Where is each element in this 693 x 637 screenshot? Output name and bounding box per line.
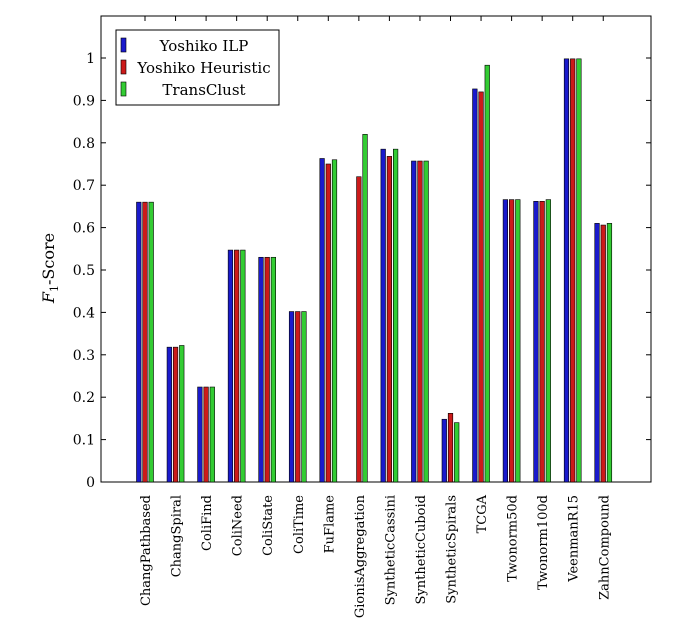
legend-label: TransClust	[162, 81, 245, 99]
y-tick-label: 0.7	[73, 178, 95, 194]
bar	[417, 160, 423, 483]
bar	[356, 176, 362, 483]
bar	[136, 201, 142, 483]
x-category-label: SyntheticCassini	[383, 495, 398, 605]
y-tick-label: 1	[86, 51, 95, 67]
bar	[472, 88, 478, 483]
y-tick-label: 0.2	[73, 390, 95, 406]
y-tick-label: 0.4	[73, 305, 95, 321]
x-category-label: VeenmanR15	[567, 495, 582, 583]
bar	[209, 386, 215, 483]
x-category-label: ColiState	[261, 495, 276, 556]
x-category-label: SyntheticCuboid	[414, 495, 429, 605]
bar	[423, 160, 429, 483]
y-tick-label: 0	[86, 475, 95, 491]
bar	[502, 199, 509, 483]
bar	[172, 346, 179, 483]
bar	[606, 223, 613, 483]
x-category-label: GionisAggregation	[353, 494, 368, 618]
x-category-label: ColiTime	[292, 495, 307, 554]
x-axis: ChangPathbased ChangSpiral ColiFind ColiNee…	[139, 16, 612, 618]
x-category-label: ChangPathbased	[139, 495, 154, 606]
bar	[594, 223, 600, 483]
bar	[148, 201, 154, 483]
bar	[576, 58, 582, 483]
bar	[319, 158, 325, 483]
bar	[563, 58, 570, 483]
y-tick-label: 0.3	[73, 348, 95, 364]
bar	[325, 163, 331, 483]
x-category-label: ColiNeed	[231, 495, 246, 556]
bar	[179, 345, 185, 483]
y-tick-label: 0.9	[73, 93, 95, 109]
x-category-label: SyntheticSpirals	[445, 495, 460, 604]
legend-swatch	[120, 81, 127, 97]
bar	[142, 201, 148, 483]
bar	[362, 134, 368, 483]
bar	[331, 159, 338, 483]
y-axis-label-subscript: 1	[48, 285, 61, 292]
legend-swatch	[120, 37, 127, 53]
bar	[508, 199, 515, 483]
bar	[203, 386, 209, 483]
bar	[478, 91, 484, 483]
y-tick-label: 0.5	[73, 263, 95, 279]
x-category-label: ColiFind	[200, 495, 215, 551]
bar	[539, 201, 545, 483]
x-category-label: ZahnCompound	[597, 495, 612, 600]
bar	[386, 156, 393, 483]
bar	[545, 199, 551, 483]
bar	[533, 201, 539, 483]
plot-border	[100, 15, 652, 483]
bar	[166, 346, 172, 483]
legend-swatch	[120, 59, 127, 75]
legend-label: Yoshiko ILP	[159, 37, 249, 55]
bar	[515, 199, 521, 483]
bar	[227, 249, 234, 483]
plot-area	[100, 15, 652, 483]
bar	[295, 311, 301, 483]
y-tick-label: 0.1	[73, 433, 95, 449]
y-tick-label: 0.8	[73, 136, 95, 152]
y-axis-label: F1-Score	[39, 233, 61, 304]
bar	[288, 311, 295, 483]
bar	[392, 148, 399, 483]
x-category-label: Twonorm50d	[506, 495, 521, 582]
bar	[264, 256, 270, 483]
bar	[484, 64, 490, 483]
bar	[270, 256, 277, 483]
bar	[301, 311, 307, 483]
x-category-label: FuFlame	[322, 495, 337, 554]
bar	[240, 249, 246, 483]
y-axis-label-rest: -Score	[39, 233, 58, 285]
bar	[234, 249, 240, 483]
bar	[570, 58, 576, 483]
legend-label: Yoshiko Heuristic	[136, 59, 270, 77]
legend-box	[115, 29, 280, 106]
y-tick-label: 0.6	[73, 221, 95, 237]
bar	[454, 422, 460, 483]
bar	[447, 413, 454, 483]
bar	[411, 160, 417, 483]
bars	[136, 58, 613, 483]
bar	[600, 224, 606, 483]
x-category-label: ChangSpiral	[170, 495, 185, 577]
bar	[258, 256, 264, 483]
x-category-label: Twonorm100d	[536, 495, 551, 590]
bar	[380, 148, 386, 483]
bar	[441, 418, 447, 483]
y-axis: 0 0.1 0.2 0.3 0.4 0.5 0.6 0.7 0.8 0.9 1	[73, 51, 651, 491]
legend: Yoshiko ILP Yoshiko Heuristic TransClust	[115, 29, 280, 106]
bar	[197, 386, 203, 483]
y-axis-label-main: F	[39, 291, 58, 304]
x-category-label: TCGA	[475, 494, 490, 533]
